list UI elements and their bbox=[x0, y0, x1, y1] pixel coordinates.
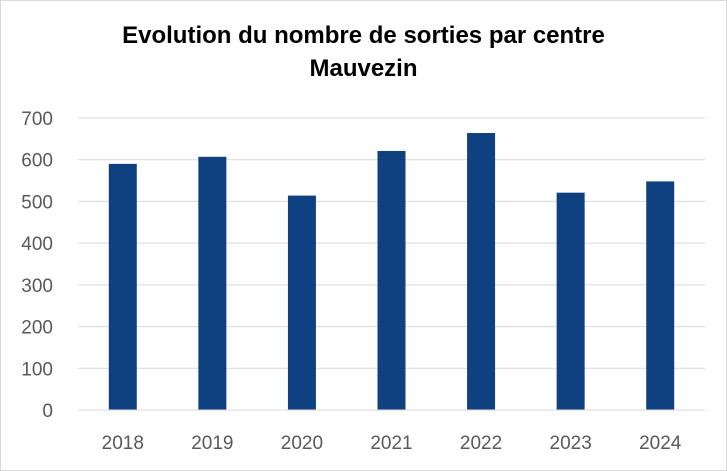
y-tick-label: 500 bbox=[21, 192, 53, 213]
bar-2020 bbox=[287, 195, 316, 410]
x-tick-label: 2020 bbox=[281, 433, 323, 454]
y-tick-label: 600 bbox=[21, 151, 53, 172]
y-tick-label: 0 bbox=[42, 401, 53, 422]
y-axis-ticks: 0 100 200 300 400 500 600 700 bbox=[21, 109, 53, 422]
bars bbox=[108, 133, 675, 410]
bar-2019 bbox=[198, 156, 227, 410]
chart-title: Evolution du nombre de sorties par centr… bbox=[122, 22, 605, 49]
chart-subtitle: Mauvezin bbox=[309, 55, 418, 82]
x-tick-label: 2021 bbox=[370, 433, 412, 454]
x-tick-label: 2024 bbox=[639, 433, 682, 454]
x-tick-label: 2018 bbox=[102, 433, 144, 454]
bar-2022 bbox=[467, 133, 496, 410]
y-tick-label: 200 bbox=[21, 318, 53, 339]
bar-2024 bbox=[646, 181, 675, 410]
y-tick-label: 400 bbox=[21, 234, 53, 255]
bar-2023 bbox=[556, 192, 585, 410]
bar-2018 bbox=[108, 163, 137, 410]
bar-2021 bbox=[377, 150, 406, 410]
x-tick-label: 2023 bbox=[550, 433, 592, 454]
chart-title-block: Evolution du nombre de sorties par centr… bbox=[1, 19, 726, 85]
y-tick-label: 700 bbox=[21, 109, 53, 130]
x-tick-label: 2019 bbox=[191, 433, 233, 454]
x-tick-label: 2022 bbox=[460, 433, 502, 454]
y-tick-label: 300 bbox=[21, 276, 53, 297]
y-tick-label: 100 bbox=[21, 359, 53, 380]
x-axis-ticks: 2018 2019 2020 2021 2022 2023 2024 bbox=[102, 433, 682, 454]
